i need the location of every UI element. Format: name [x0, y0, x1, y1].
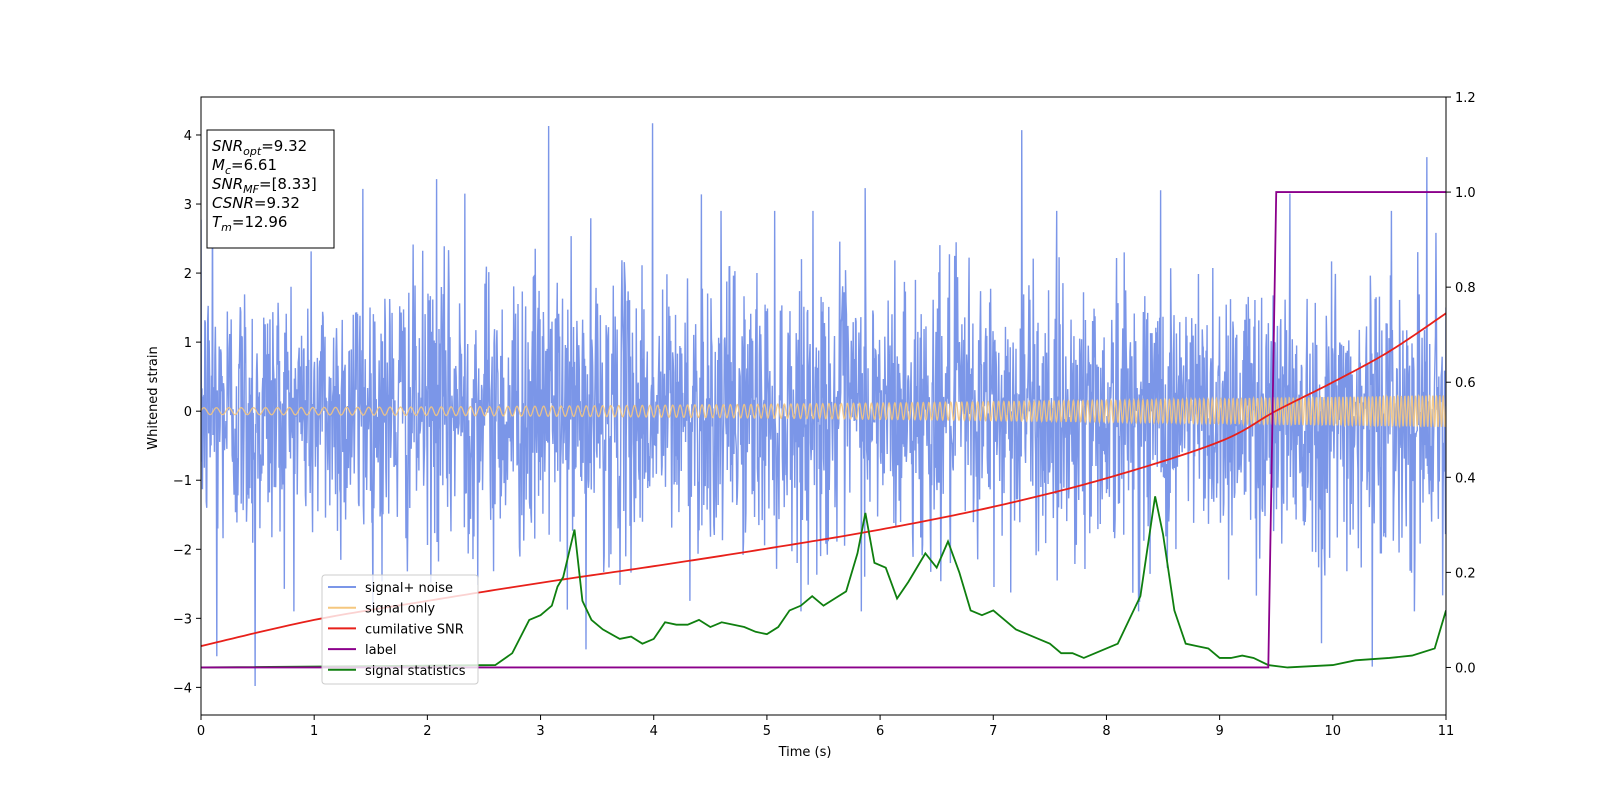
legend-label: label: [365, 643, 396, 658]
annotation-line: Tm=12.96: [212, 213, 287, 234]
x-tick-label: 5: [763, 724, 771, 739]
series-signal-noise-line: [201, 123, 1446, 687]
annotation-line: SNRopt=9.32: [212, 137, 307, 158]
y-tick-label: 2: [184, 267, 192, 282]
x-tick-label: 4: [650, 724, 658, 739]
x-tick-label: 6: [876, 724, 884, 739]
y-tick-label: −2: [173, 543, 192, 558]
x-axis-label: Time (s): [778, 745, 832, 760]
x-tick-label: 9: [1215, 724, 1223, 739]
x-tick-label: 11: [1438, 724, 1455, 739]
y2-tick-label: 1.0: [1455, 186, 1476, 201]
x-tick-label: 10: [1325, 724, 1342, 739]
legend-label: signal+ noise: [365, 581, 453, 596]
x-tick-label: 7: [989, 724, 997, 739]
series-signal-statistics-line: [201, 496, 1446, 669]
y-tick-label: −4: [173, 681, 192, 696]
y2-tick-label: 0.4: [1455, 471, 1476, 486]
series-label-line: [201, 191, 1446, 669]
y2-tick-label: 0.8: [1455, 281, 1476, 296]
annotation-line: SNRMF=[8.33]: [212, 175, 317, 196]
y-axis-label: Whitened strain: [146, 346, 161, 449]
y-tick-label: −3: [173, 612, 192, 627]
annotation-line: CSNR=9.32: [212, 194, 300, 212]
y-tick-label: 3: [184, 198, 192, 213]
plot-frame: [200, 96, 1447, 716]
series-signal-only-line: [201, 393, 1446, 429]
y2-tick-label: 1.2: [1455, 91, 1476, 106]
legend-label: signal only: [365, 602, 435, 617]
legend-label: signal statistics: [365, 664, 466, 679]
annotation-frame: [206, 129, 335, 249]
y-tick-label: −1: [173, 474, 192, 489]
x-tick-label: 2: [423, 724, 431, 739]
y2-tick-label: 0.2: [1455, 566, 1476, 581]
y-tick-label: 1: [184, 336, 192, 351]
y-tick-label: 4: [184, 129, 192, 144]
x-tick-label: 8: [1102, 724, 1110, 739]
x-tick-label: 0: [197, 724, 205, 739]
annotation-line: Mc=6.61: [212, 156, 277, 177]
legend: signal+ noise signal only cumilative SNR la…: [321, 574, 479, 685]
legend-box: [321, 574, 479, 685]
y2-tick-label: 0.6: [1455, 376, 1476, 391]
y2-tick-label: 0.0: [1455, 661, 1476, 676]
legend-label: cumilative SNR: [365, 622, 464, 637]
axes: 0 1 2 3 4 5 6 7 8 9 10 11 −4 −3 −2 −1 0 1 2 3 4 0.0 0.2 0.4 0.6 0…: [173, 91, 1476, 739]
x-tick-label: 1: [310, 724, 318, 739]
x-tick-label: 3: [536, 724, 544, 739]
y-tick-label: 0: [184, 405, 192, 420]
annotation-box: SNRopt=9.32Mc=6.61SNRMF=[8.33]CSNR=9.32T…: [206, 129, 335, 249]
